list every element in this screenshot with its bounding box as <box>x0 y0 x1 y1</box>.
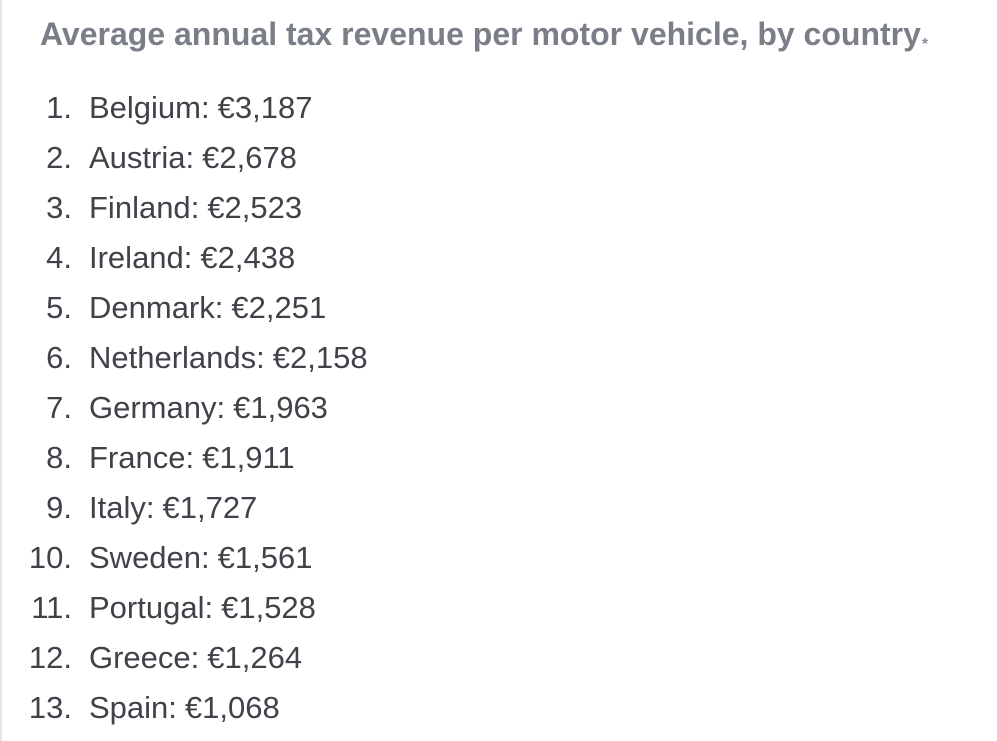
list-item: 2. Austria: €2,678 <box>2 133 368 183</box>
tax-value: €1,963 <box>233 390 328 425</box>
list-item: 9. Italy: €1,727 <box>2 483 368 533</box>
list-item: 1. Belgium: €3,187 <box>2 83 368 133</box>
country-name: Denmark <box>89 290 215 325</box>
tax-value: €2,438 <box>200 240 296 275</box>
list-item: 6. Netherlands: €2,158 <box>2 333 368 383</box>
tax-value: €1,727 <box>162 490 258 525</box>
country-name: Portugal <box>89 590 205 625</box>
rank-number: 4. <box>46 240 72 275</box>
country-name: Finland <box>89 190 191 225</box>
tax-value: €1,068 <box>184 690 280 725</box>
list-item: 13. Spain: €1,068 <box>2 683 368 733</box>
country-name: Sweden <box>89 540 202 575</box>
tax-value: €2,523 <box>207 190 303 225</box>
rank-number: 13. <box>28 690 72 725</box>
page-title: Average annual tax revenue per motor veh… <box>40 12 928 67</box>
list-item: 5. Denmark: €2,251 <box>2 283 368 333</box>
country-name: Netherlands <box>89 340 257 375</box>
country-name: Greece <box>89 640 191 675</box>
list-item: 3. Finland: €2,523 <box>2 183 368 233</box>
list-item: 12. Greece: €1,264 <box>2 633 368 683</box>
rank-number: 1. <box>46 90 72 125</box>
tax-value: €2,251 <box>231 290 327 325</box>
country-name: Belgium <box>89 90 201 125</box>
tax-value: €1,561 <box>217 540 313 575</box>
country-name: Italy <box>89 490 146 525</box>
rank-number: 5. <box>46 290 72 325</box>
country-name: Germany <box>89 390 217 425</box>
country-name: Ireland <box>89 240 184 275</box>
rank-number: 11. <box>31 590 72 625</box>
tax-value: €3,187 <box>217 90 313 125</box>
country-name: France <box>89 440 186 475</box>
tax-value: €2,158 <box>272 340 368 375</box>
tax-value: €2,678 <box>202 140 297 175</box>
tax-value: €1,528 <box>221 590 316 625</box>
rank-number: 6. <box>46 340 72 375</box>
list-item: 10. Sweden: €1,561 <box>2 533 368 583</box>
rank-number: 3. <box>46 190 72 225</box>
title-footnote-marker: * <box>921 36 929 53</box>
rank-number: 9. <box>46 490 72 525</box>
list-item: 4. Ireland: €2,438 <box>2 233 368 283</box>
tax-value: €1,264 <box>207 640 303 675</box>
rank-number: 8. <box>46 440 72 475</box>
country-name: Spain <box>89 690 169 725</box>
rank-number: 2. <box>46 140 72 175</box>
rank-number: 12. <box>28 640 72 675</box>
rank-number: 10. <box>28 540 72 575</box>
tax-value: €1,911 <box>202 440 295 475</box>
list-item: 7. Germany: €1,963 <box>2 383 368 433</box>
rank-number: 7. <box>46 390 72 425</box>
country-name: Austria <box>89 140 186 175</box>
list-item: 11. Portugal: €1,528 <box>2 583 368 633</box>
ranking-list: 1. Belgium: €3,187 2. Austria: €2,678 3.… <box>2 83 368 733</box>
list-item: 8. France: €1,911 <box>2 433 368 483</box>
page-title-text: Average annual tax revenue per motor veh… <box>40 16 921 52</box>
